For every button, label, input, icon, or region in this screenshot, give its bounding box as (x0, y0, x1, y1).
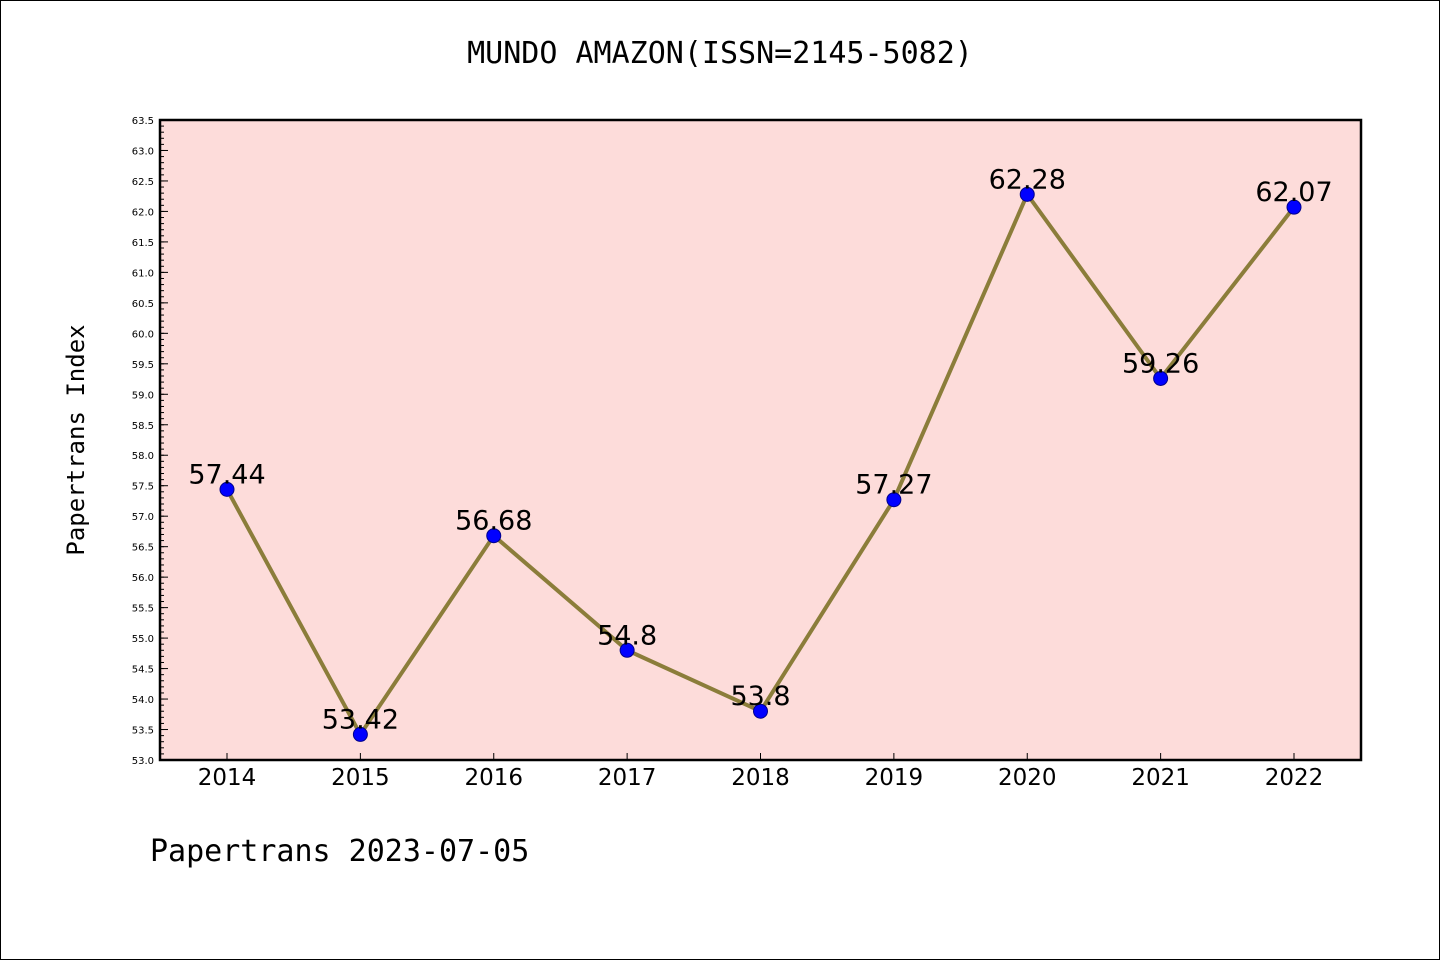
data-labels: 57.44 53.42 56.68 54.8 53.8 57.27 62.28 59.26 62… (188, 164, 1332, 735)
data-point (352, 726, 368, 742)
y-tick-label: 62.5 (132, 177, 154, 188)
x-axis-ticks: 2014 2015 2016 2017 2018 2019 2020 2021 2022 (198, 753, 1324, 791)
plot-border (158, 118, 1363, 762)
data-label: 54.8 (597, 620, 657, 651)
y-tick-label: 54.5 (132, 665, 154, 676)
x-tick-label: 2015 (331, 765, 390, 791)
x-tick-label: 2019 (865, 765, 924, 791)
footer-date: Papertrans 2023-07-05 (150, 834, 530, 869)
y-tick-label: 55.5 (132, 604, 154, 615)
data-label: 57.27 (855, 470, 932, 501)
y-tick-label: 55.0 (132, 634, 154, 645)
chart-title: MUNDO AMAZON(ISSN=2145-5082) (467, 36, 973, 71)
y-tick-label: 53.0 (132, 756, 154, 767)
data-point (219, 481, 235, 497)
y-tick-label: 63.5 (132, 116, 154, 127)
y-tick-label: 54.0 (132, 695, 154, 706)
y-tick-label: 53.5 (132, 726, 154, 737)
y-tick-label: 60.5 (132, 299, 154, 310)
y-tick-label: 57.0 (132, 512, 154, 523)
data-point (886, 492, 902, 508)
y-tick-label: 59.0 (132, 390, 154, 401)
x-tick-label: 2017 (598, 765, 657, 791)
y-tick-label: 61.5 (132, 238, 154, 249)
data-point (486, 528, 502, 544)
y-tick-label: 60.0 (132, 329, 154, 340)
data-points (219, 186, 1302, 742)
data-label: 53.42 (322, 704, 399, 735)
x-tick-label: 2018 (731, 765, 790, 791)
y-tick-label: 56.0 (132, 573, 154, 584)
data-point (619, 642, 635, 658)
y-tick-label: 58.5 (132, 421, 154, 432)
y-axis-title: Papertrans Index (62, 324, 90, 555)
x-tick-label: 2021 (1131, 765, 1190, 791)
y-axis-ticks: 53.0 53.5 54.0 54.5 55.0 55.5 56.0 56.5 57.0 57.5… (132, 116, 168, 767)
y-tick-label: 62.0 (132, 207, 154, 218)
x-tick-label: 2014 (198, 765, 257, 791)
data-label: 62.28 (989, 164, 1066, 195)
plot-area (160, 120, 1361, 760)
y-tick-label: 56.5 (132, 543, 154, 554)
y-tick-label: 57.5 (132, 482, 154, 493)
data-label: 62.07 (1255, 177, 1332, 208)
x-tick-label: 2020 (998, 765, 1057, 791)
data-label: 53.8 (730, 681, 790, 712)
x-tick-label: 2016 (464, 765, 523, 791)
data-point (753, 703, 768, 719)
data-point (1286, 199, 1302, 215)
data-label: 57.44 (188, 459, 265, 490)
y-tick-label: 63.0 (132, 146, 154, 157)
y-tick-label: 61.0 (132, 268, 154, 279)
data-point (1153, 370, 1169, 386)
x-tick-label: 2022 (1265, 765, 1324, 791)
y-tick-label: 59.5 (132, 360, 154, 371)
y-tick-label: 58.0 (132, 451, 154, 462)
data-label: 56.68 (455, 506, 532, 537)
data-point (1019, 186, 1035, 202)
data-label: 59.26 (1122, 348, 1199, 379)
